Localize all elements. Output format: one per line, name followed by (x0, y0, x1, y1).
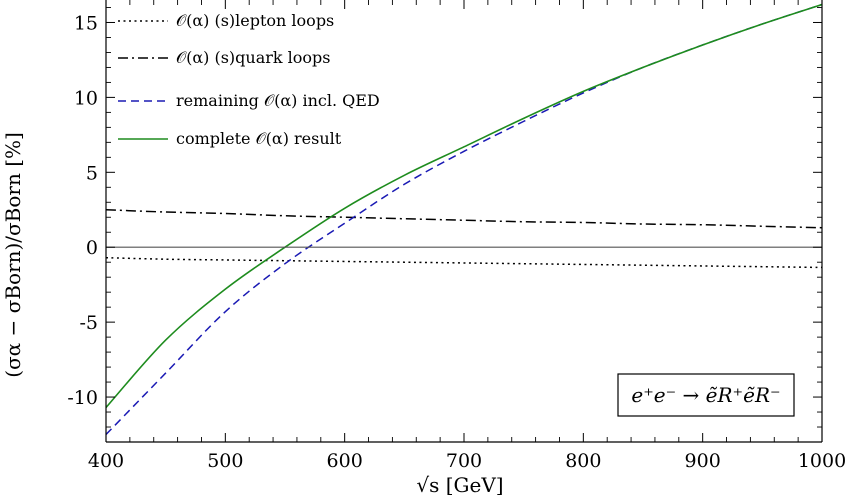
x-tick-label: 900 (685, 450, 721, 472)
annotation-text: e⁺e⁻ → ẽR⁺ẽR⁻ (631, 383, 780, 407)
y-tick-label: 10 (74, 87, 98, 109)
x-tick-label: 600 (327, 450, 363, 472)
y-tick-label: 0 (86, 237, 98, 259)
x-axis-title: √s [GeV] (416, 473, 503, 497)
y-tick-label: -10 (67, 387, 98, 409)
x-tick-label: 700 (446, 450, 482, 472)
series-line-complete-result (106, 3, 822, 409)
series-layer (106, 3, 822, 436)
process-annotation: e⁺e⁻ → ẽR⁺ẽR⁻ (617, 373, 795, 417)
annotation-box (617, 373, 795, 417)
legend-label-squark: 𝒪(α) (s)quark loops (176, 48, 331, 67)
series-line-remaining-qed (106, 3, 822, 436)
legend-label-slepton: 𝒪(α) (s)lepton loops (176, 11, 334, 30)
x-tick-label: 800 (565, 450, 601, 472)
legend-label-remaining: remaining 𝒪(α) incl. QED (176, 91, 380, 110)
y-tick-label: 15 (74, 12, 98, 34)
series-line-squark-loops (106, 209, 822, 229)
legend: 𝒪(α) (s)lepton loops 𝒪(α) (s)quark loops… (118, 11, 380, 148)
y-tick-label: -5 (79, 312, 98, 334)
x-tick-label: 1000 (798, 450, 845, 472)
y-tick-label: 5 (86, 162, 98, 184)
ticks-layer: 400 500 600 700 800 900 1000 -10 -5 0 5 10 15 (67, 0, 845, 472)
legend-label-complete: complete 𝒪(α) result (176, 129, 342, 148)
y-axis-title: (σα − σBorn)/σBorn [%] (1, 132, 25, 378)
x-tick-label: 400 (88, 450, 124, 472)
x-tick-label: 500 (207, 450, 243, 472)
series-line-slepton-loops (106, 256, 822, 269)
